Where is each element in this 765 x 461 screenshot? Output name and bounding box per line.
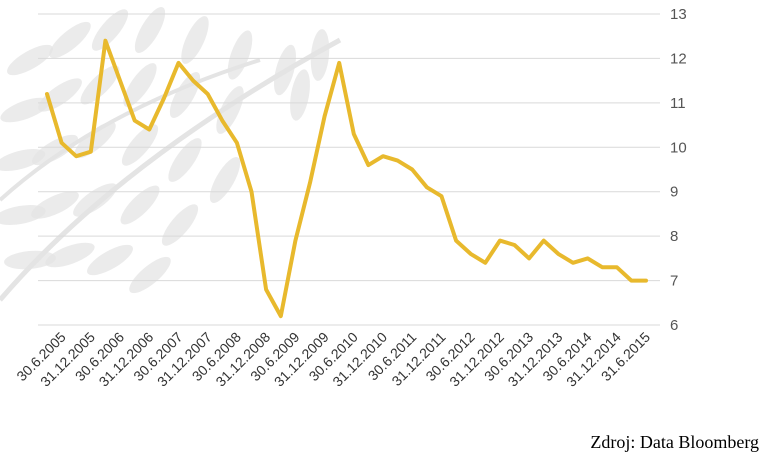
watermark-leaf bbox=[49, 21, 91, 59]
y-axis-ticks: 6 7 8 9 10 11 12 13 bbox=[670, 6, 687, 334]
watermark-leaf bbox=[38, 78, 82, 112]
watermark-leaf bbox=[0, 97, 50, 123]
watermark-leaf bbox=[129, 256, 171, 294]
watermark-leaf bbox=[32, 134, 78, 166]
y-tick-label: 9 bbox=[670, 184, 678, 201]
olive-branch-watermark bbox=[0, 7, 342, 302]
watermark-leaf bbox=[161, 204, 199, 246]
watermark-stem bbox=[0, 37, 342, 302]
watermark-leaf bbox=[91, 9, 129, 51]
source-note: Zdroj: Data Bloomberg bbox=[590, 432, 759, 452]
y-tick-label: 8 bbox=[670, 228, 678, 245]
watermark-leaf bbox=[134, 7, 166, 53]
y-tick-label: 6 bbox=[670, 317, 678, 334]
y-tick-label: 11 bbox=[670, 95, 686, 112]
watermark-stem bbox=[0, 58, 261, 202]
watermark-leaf bbox=[181, 16, 209, 64]
x-axis-ticks: 30.6.200531.12.200530.6.200631.12.200630… bbox=[13, 329, 653, 390]
watermark-leaf bbox=[123, 63, 157, 107]
y-tick-label: 13 bbox=[670, 6, 687, 23]
watermark-leaf bbox=[7, 44, 53, 76]
y-tick-label: 10 bbox=[670, 139, 687, 156]
line-chart: 6 7 8 9 10 11 12 13 30.6.200531.12.200530.6.200… bbox=[0, 6, 687, 390]
y-tick-label: 7 bbox=[670, 273, 678, 290]
series-line bbox=[45, 38, 648, 319]
watermark-leaf bbox=[74, 121, 116, 159]
watermark-leaf bbox=[310, 29, 330, 81]
watermark-leaf bbox=[0, 205, 46, 225]
watermark-leaf bbox=[45, 242, 95, 268]
grid-lines bbox=[38, 13, 660, 326]
watermark-leaf bbox=[120, 185, 160, 225]
watermark-leaf bbox=[121, 124, 159, 166]
watermark-leaf bbox=[87, 244, 133, 276]
y-tick-label: 12 bbox=[670, 50, 687, 67]
watermark-leaf bbox=[31, 191, 79, 219]
watermark-leaf bbox=[168, 138, 202, 182]
watermark-leaf bbox=[0, 149, 46, 171]
watermark-leaf bbox=[209, 157, 241, 203]
watermark-leaf bbox=[227, 30, 253, 80]
watermark-leaf bbox=[290, 69, 310, 121]
